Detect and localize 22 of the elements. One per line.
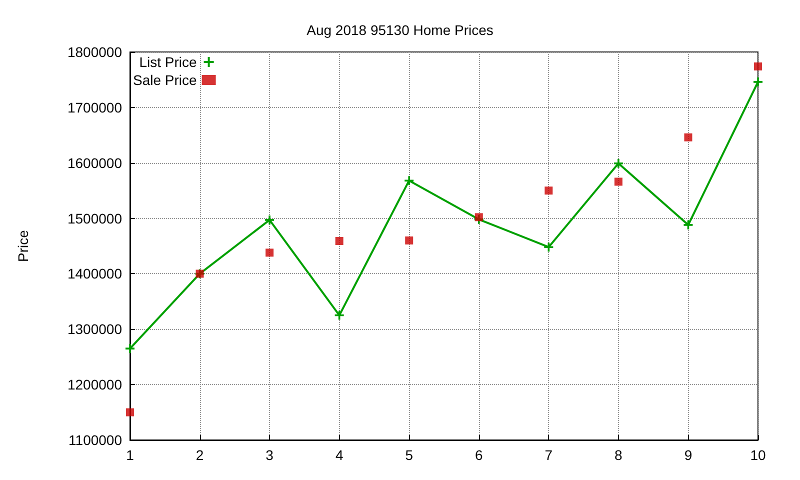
- y-tick-label: 1700000: [67, 99, 122, 116]
- x-tick-label: 5: [405, 447, 414, 463]
- y-tick-label: 1300000: [67, 321, 122, 338]
- y-tick-label: 1500000: [67, 210, 122, 226]
- x-tick-label: 1: [126, 447, 134, 463]
- y-axis-title: Price: [15, 230, 31, 262]
- y-tick-label: 1400000: [67, 266, 122, 282]
- x-tick-label: 7: [544, 447, 553, 463]
- x-tick-label: 8: [614, 447, 623, 463]
- legend-label: Sale Price: [132, 72, 198, 88]
- y-tick-label: 1600000: [67, 154, 122, 171]
- y-tick-label: 1200000: [67, 376, 122, 393]
- legend-label: List Price: [139, 54, 198, 70]
- x-tick-label: 4: [335, 447, 344, 463]
- chart-title: Aug 2018 95130 Home Prices: [306, 22, 494, 38]
- y-tick-label: 1800000: [67, 44, 122, 60]
- x-tick-label: 2: [196, 447, 204, 463]
- x-tick-label: 6: [474, 447, 483, 463]
- x-tick-label: 10: [750, 447, 766, 463]
- x-tick-label: 9: [684, 447, 692, 463]
- x-tick-label: 3: [266, 447, 274, 463]
- y-tick-label: 1100000: [68, 432, 122, 448]
